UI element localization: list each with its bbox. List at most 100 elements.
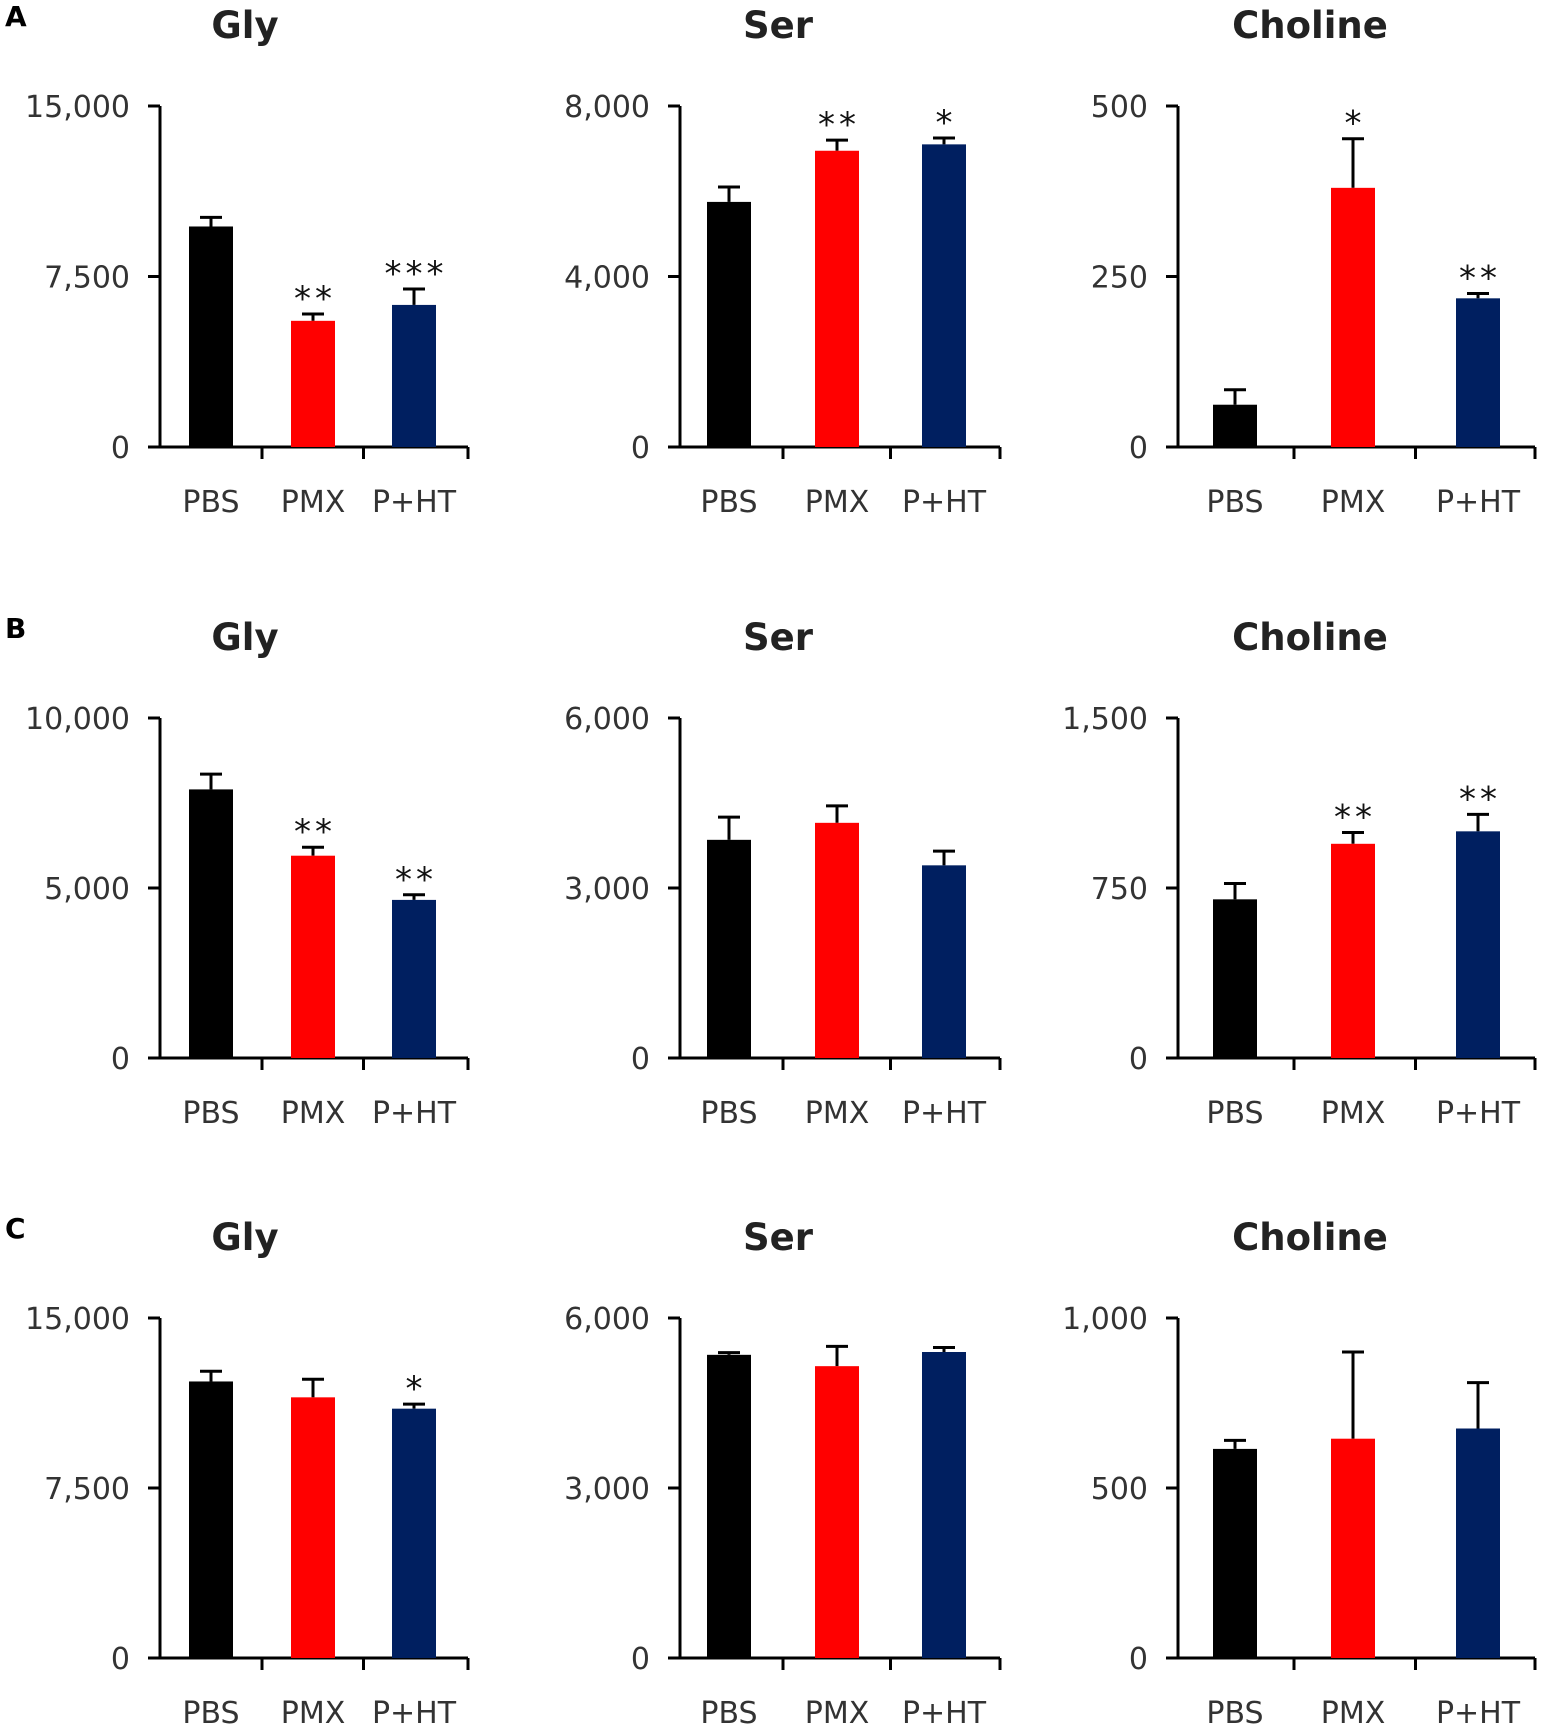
y-tick-label: 15,000	[25, 1302, 130, 1337]
y-tick-label: 0	[631, 1042, 650, 1077]
x-category-label: PBS	[182, 1696, 239, 1731]
x-category-label: PMX	[1321, 1096, 1386, 1131]
panel-b-choline: Choline 0 750 1,500 PBS ** PMX ** P+HT	[1062, 616, 1537, 1131]
x-category-label: PBS	[1206, 1096, 1263, 1131]
significance-label: *	[1345, 104, 1366, 144]
x-category-label: PMX	[281, 485, 346, 520]
y-tick-label: 3,000	[564, 1472, 650, 1507]
significance-label: *	[406, 1369, 427, 1409]
x-category-label: PBS	[700, 1096, 757, 1131]
bar-ppht	[922, 1352, 966, 1658]
row-label-a: A	[5, 0, 27, 33]
x-category-label: P+HT	[1436, 485, 1521, 520]
bar-ppht	[1456, 298, 1500, 447]
y-tick-label: 3,000	[564, 872, 650, 907]
y-tick-label: 250	[1091, 261, 1148, 296]
bar-pbs	[189, 789, 233, 1058]
bar-pbs	[189, 226, 233, 447]
panel-c-choline: Choline 0 500 1,000 PBS PMX P+HT	[1062, 1216, 1537, 1731]
y-tick-label: 5,000	[44, 872, 130, 907]
bar-pmx	[291, 855, 335, 1058]
significance-label: **	[1459, 259, 1501, 299]
significance-label: ***	[385, 254, 448, 294]
row-label-b: B	[5, 612, 26, 645]
x-category-label: P+HT	[372, 485, 457, 520]
y-tick-label: 0	[111, 431, 130, 466]
bar-pmx	[815, 150, 859, 447]
y-tick-label: 0	[1129, 1042, 1148, 1077]
bar-pbs	[707, 201, 751, 447]
panel-title: Gly	[211, 616, 278, 659]
y-tick-label: 750	[1091, 872, 1148, 907]
panel-a-gly: Gly 0 7,500 15,000 PBS ** PMX *** P+HT	[25, 4, 470, 520]
panel-title: Ser	[743, 4, 814, 47]
x-category-label: PBS	[700, 1696, 757, 1731]
panel-title: Choline	[1232, 1216, 1388, 1259]
bar-ppht	[1456, 831, 1500, 1058]
bar-pmx	[1331, 1438, 1375, 1658]
panel-title: Ser	[743, 1216, 814, 1259]
bar-ppht	[392, 899, 436, 1058]
panel-c-gly: Gly 0 7,500 15,000 PBS PMX * P+HT	[25, 1216, 470, 1731]
x-category-label: PBS	[1206, 1696, 1263, 1731]
x-category-label: PBS	[1206, 485, 1263, 520]
y-tick-label: 0	[631, 431, 650, 466]
bar-pmx	[815, 1366, 859, 1658]
bar-pbs	[189, 1381, 233, 1658]
y-tick-label: 4,000	[564, 261, 650, 296]
x-category-label: PBS	[182, 1096, 239, 1131]
significance-label: **	[294, 812, 336, 852]
x-category-label: PMX	[281, 1096, 346, 1131]
y-tick-label: 0	[111, 1642, 130, 1677]
bar-pbs	[1213, 899, 1257, 1058]
panel-title: Choline	[1232, 4, 1388, 47]
bar-pbs	[707, 839, 751, 1058]
bar-pmx	[1331, 843, 1375, 1058]
y-tick-label: 6,000	[564, 1302, 650, 1337]
y-tick-label: 0	[631, 1642, 650, 1677]
x-category-label: P+HT	[1436, 1096, 1521, 1131]
y-tick-label: 15,000	[25, 90, 130, 125]
significance-label: **	[1459, 779, 1501, 819]
x-category-label: PMX	[805, 485, 870, 520]
x-category-label: PMX	[1321, 485, 1386, 520]
panel-title: Choline	[1232, 616, 1388, 659]
panel-b-ser: Ser 0 3,000 6,000 PBS PMX P+HT	[564, 616, 1002, 1131]
bar-pbs	[1213, 404, 1257, 447]
x-category-label: P+HT	[902, 1696, 987, 1731]
panel-a-ser: Ser 0 4,000 8,000 PBS ** PMX * P+HT	[564, 4, 1002, 520]
bar-pmx	[1331, 187, 1375, 447]
panel-title: Ser	[743, 616, 814, 659]
x-category-label: P+HT	[372, 1096, 457, 1131]
y-tick-label: 6,000	[564, 702, 650, 737]
x-category-label: P+HT	[902, 1096, 987, 1131]
bar-ppht	[392, 304, 436, 447]
row-label-c: C	[5, 1212, 26, 1245]
y-tick-label: 500	[1091, 90, 1148, 125]
bar-ppht	[1456, 1428, 1500, 1658]
significance-label: *	[936, 103, 957, 143]
panel-b-gly: Gly 0 5,000 10,000 PBS ** PMX ** P+HT	[25, 616, 470, 1131]
significance-label: **	[395, 860, 437, 900]
panel-a-choline: Choline 0 250 500 PBS * PMX ** P+HT	[1091, 4, 1537, 520]
x-category-label: PMX	[805, 1696, 870, 1731]
y-tick-label: 1,500	[1062, 702, 1148, 737]
bar-ppht	[922, 865, 966, 1058]
x-category-label: PBS	[182, 485, 239, 520]
panel-title: Gly	[211, 4, 278, 47]
x-category-label: PMX	[281, 1696, 346, 1731]
y-tick-label: 10,000	[25, 702, 130, 737]
bar-ppht	[392, 1408, 436, 1658]
y-tick-label: 0	[111, 1042, 130, 1077]
y-tick-label: 1,000	[1062, 1302, 1148, 1337]
bar-pmx	[815, 822, 859, 1058]
x-category-label: P+HT	[902, 485, 987, 520]
bar-pbs	[707, 1354, 751, 1658]
x-category-label: PBS	[700, 485, 757, 520]
x-category-label: P+HT	[372, 1696, 457, 1731]
x-category-label: PMX	[805, 1096, 870, 1131]
y-tick-label: 8,000	[564, 90, 650, 125]
y-tick-label: 7,500	[44, 1472, 130, 1507]
bar-ppht	[922, 144, 966, 448]
